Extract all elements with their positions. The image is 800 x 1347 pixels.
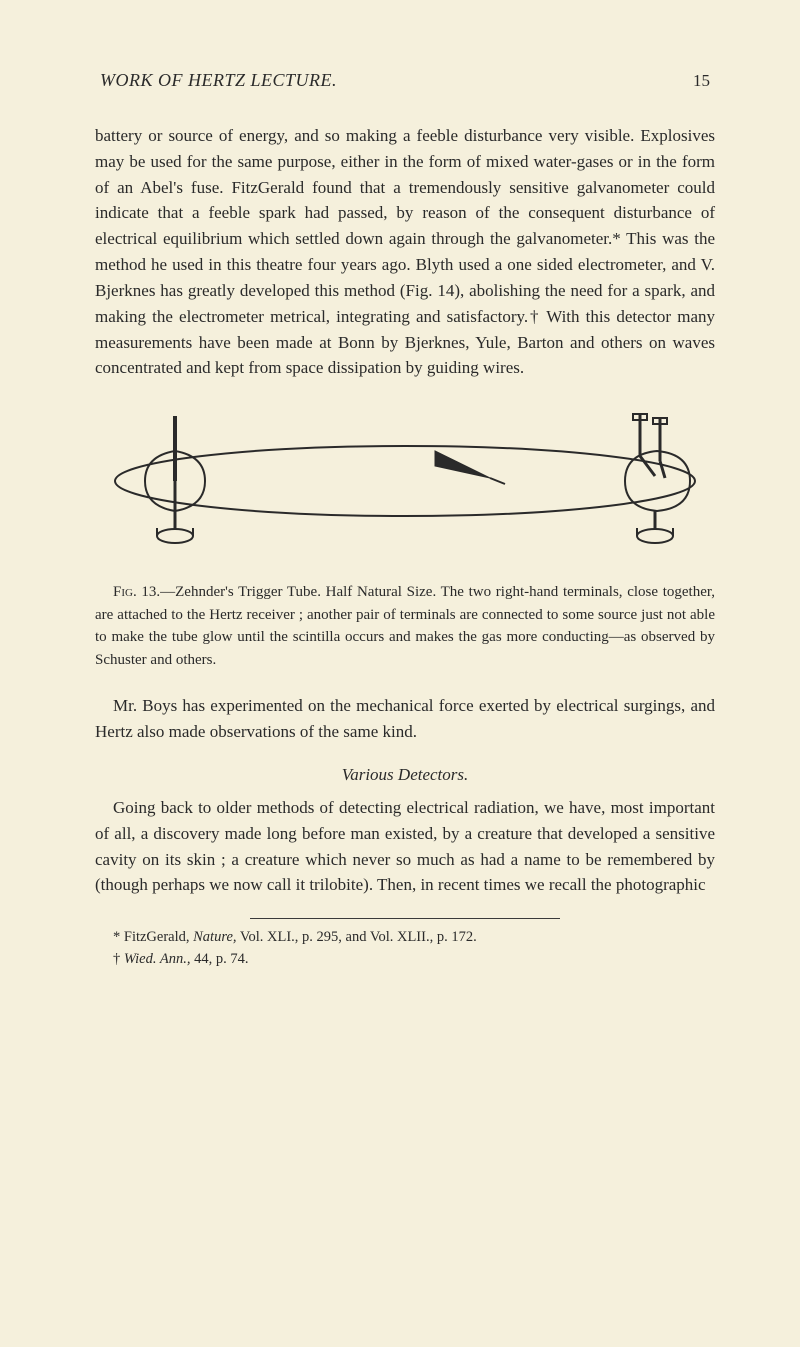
page-header: WORK OF HERTZ LECTURE. 15 bbox=[95, 70, 715, 91]
header-title: WORK OF HERTZ LECTURE. bbox=[100, 70, 337, 91]
paragraph-2: Mr. Boys has experimented on the mechani… bbox=[95, 693, 715, 745]
zehnder-tube-diagram bbox=[95, 406, 715, 556]
paragraph-1: battery or source of energy, and so maki… bbox=[95, 123, 715, 381]
footnote-2-italic: Wied. Ann., bbox=[124, 951, 191, 967]
footnote-1-italic: Nature, bbox=[193, 929, 236, 945]
footnote-1-marker: * bbox=[113, 929, 124, 945]
footnote-1: * FitzGerald, Nature, Vol. XLI., p. 295,… bbox=[95, 927, 715, 949]
figure-13 bbox=[95, 406, 715, 561]
footnote-2: † Wied. Ann., 44, p. 74. bbox=[95, 949, 715, 971]
page-number: 15 bbox=[693, 71, 710, 91]
footnote-1-rest: Vol. XLI., p. 295, and Vol. XLII., p. 17… bbox=[237, 929, 477, 945]
section-title: Various Detectors. bbox=[95, 765, 715, 785]
footnote-separator bbox=[250, 918, 560, 919]
footnote-2-marker: † bbox=[113, 951, 124, 967]
footnote-1-author: FitzGerald, bbox=[124, 929, 193, 945]
figure-caption: Fig. 13.—Zehnder's Trigger Tube. Half Na… bbox=[95, 581, 715, 671]
caption-body: —Zehnder's Trigger Tube. Half Natural Si… bbox=[95, 584, 715, 668]
footnote-2-rest: 44, p. 74. bbox=[190, 951, 248, 967]
caption-label: Fig. 13. bbox=[113, 584, 160, 600]
paragraph-3: Going back to older methods of detecting… bbox=[95, 795, 715, 898]
